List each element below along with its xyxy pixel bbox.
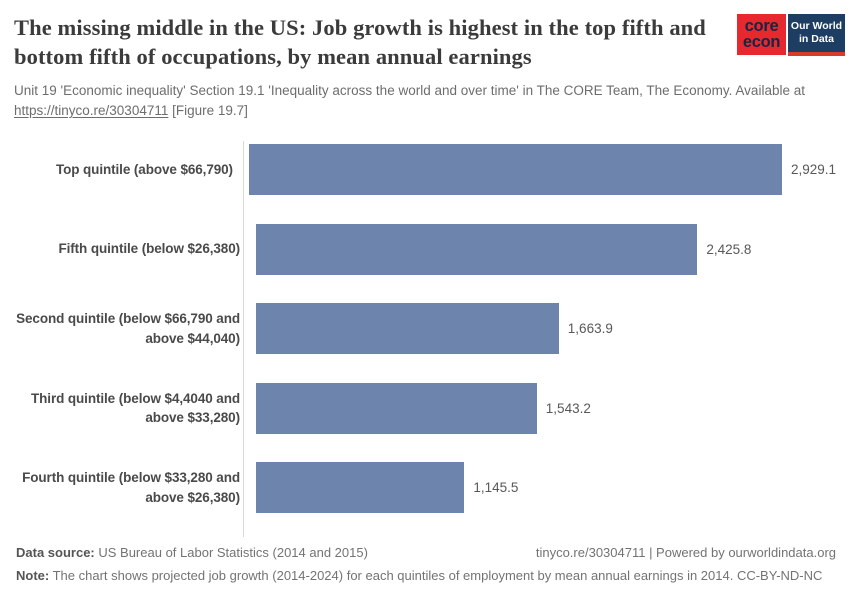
bar <box>256 303 559 355</box>
chart-title: The missing middle in the US: Job growth… <box>14 15 706 69</box>
bar <box>256 462 465 514</box>
category-label: Second quintile (below $66,790 and above… <box>16 311 240 346</box>
chart-footer: Data source: US Bureau of Labor Statisti… <box>16 542 836 588</box>
category-label: Top quintile (above $66,790) <box>55 161 233 177</box>
footer-note-label: Note: <box>16 567 50 583</box>
y-axis-line <box>243 141 244 537</box>
our-world-in-data-logo[interactable]: Our World in Data <box>788 14 845 56</box>
bar-value-label: 1,543.2 <box>545 400 591 416</box>
subtitle-figure-ref: [Figure 19.7] <box>168 102 248 118</box>
brand-logos: core econ Our World in Data <box>737 14 845 56</box>
chart-subtitle: Unit 19 'Economic inequality' Section 19… <box>14 81 814 122</box>
bar-cell: 1,663.9 <box>240 303 836 355</box>
category-label: Fifth quintile (below $26,380) <box>58 241 240 257</box>
bar-chart-row: Second quintile (below $66,790 and above… <box>14 289 836 369</box>
bar-chart-row: Top quintile (above $66,790) 2,929.1 <box>14 130 836 210</box>
bar-chart: Top quintile (above $66,790) 2,929.1 Fif… <box>14 130 836 537</box>
bar-value-label: 2,425.8 <box>706 241 752 257</box>
footer-attribution-link[interactable]: tinyco.re/30304711 | Powered by ourworld… <box>535 545 836 560</box>
bar-cell: 2,425.8 <box>240 223 836 275</box>
bar-value-label: 1,145.5 <box>473 480 519 496</box>
bar-chart-row: Fourth quintile (below $33,280 and above… <box>14 448 836 528</box>
data-source-label: Data source: <box>16 545 95 560</box>
footer-note-text: The chart shows projected job growth (20… <box>49 567 823 583</box>
owid-logo-line2: in Data <box>798 33 834 45</box>
category-label: Fourth quintile (below $33,280 and above… <box>22 470 240 505</box>
core-econ-logo-line1: core <box>744 17 779 36</box>
bar-value-label: 2,929.1 <box>790 162 836 178</box>
bar-cell: 2,929.1 <box>233 144 836 196</box>
footer-note: Note: The chart shows projected job grow… <box>16 565 836 588</box>
subtitle-text: Unit 19 'Economic inequality' Section 19… <box>14 82 805 98</box>
bar <box>248 144 782 196</box>
data-source-text: US Bureau of Labor Statistics (2014 and … <box>94 545 368 560</box>
bar-cell: 1,543.2 <box>240 382 836 434</box>
chart-header: The missing middle in the US: Job growth… <box>14 14 814 121</box>
subtitle-link[interactable]: https://tinyco.re/30304711 <box>14 102 169 118</box>
owid-logo-line1: Our World <box>790 19 843 32</box>
core-econ-logo[interactable]: core econ <box>737 14 786 55</box>
data-source: Data source: US Bureau of Labor Statisti… <box>16 542 368 565</box>
bar-chart-row: Fifth quintile (below $26,380) 2,425.8 <box>14 210 836 290</box>
bar-chart-row: Third quintile (below $4,4040 and above … <box>14 369 836 449</box>
footer-line-1: Data source: US Bureau of Labor Statisti… <box>16 542 836 565</box>
core-econ-logo-line2: econ <box>742 32 781 51</box>
bar <box>256 382 537 434</box>
bar-cell: 1,145.5 <box>240 462 836 514</box>
category-label: Third quintile (below $4,4040 and above … <box>31 390 240 426</box>
bar-value-label: 1,663.9 <box>567 321 613 337</box>
bar <box>256 223 698 275</box>
